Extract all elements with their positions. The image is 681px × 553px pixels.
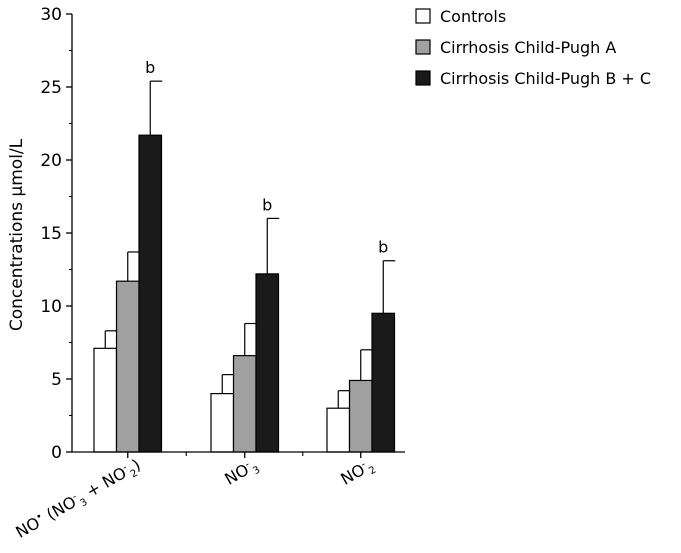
y-tick-label: 30 [40, 5, 62, 25]
significance-label: b [145, 58, 155, 77]
y-tick-label: 0 [51, 443, 62, 463]
significance-label: b [262, 195, 272, 214]
y-axis: 0 5 10 15 20 25 30 [40, 5, 73, 463]
annotations: b b b [145, 58, 388, 257]
legend-swatch-1 [415, 8, 431, 24]
significance-label: b [378, 238, 388, 257]
y-tick-label: 10 [40, 297, 62, 317]
bar-1-3 [326, 407, 351, 453]
bar-2-2 [232, 355, 257, 453]
x-category-label-3: NO-2 [337, 455, 378, 491]
x-category-label-1: NO• (NO-3 + NO-2) [12, 455, 145, 544]
bars [93, 134, 396, 453]
legend-swatch-3 [415, 70, 431, 86]
legend-label-2: Cirrhosis Child-Pugh A [440, 38, 616, 57]
bar-3-3 [371, 312, 396, 453]
bar-2-1 [115, 280, 140, 453]
error-bars [104, 80, 396, 409]
legend-label-1: Controls [440, 7, 506, 26]
legend: Controls Cirrhosis Child-Pugh A Cirrhosis … [415, 7, 651, 88]
bar-2-3 [348, 379, 373, 453]
legend-label-3: Cirrhosis Child-Pugh B + C [440, 69, 651, 88]
y-tick-label: 20 [40, 151, 62, 171]
x-axis: NO• (NO-3 + NO-2) NO-3 NO-2 [12, 451, 405, 544]
bar-1-2 [210, 393, 235, 453]
y-axis-label: Concentrations μmol/L [7, 138, 27, 331]
x-category-label-2: NO-3 [221, 455, 262, 491]
y-tick-label: 25 [40, 78, 62, 98]
bar-3-1 [138, 134, 163, 453]
legend-swatch-2 [415, 39, 431, 55]
y-tick-label: 15 [40, 224, 62, 244]
bar-1-1 [93, 347, 118, 453]
y-tick-label: 5 [51, 370, 62, 390]
bar-3-2 [255, 273, 280, 453]
